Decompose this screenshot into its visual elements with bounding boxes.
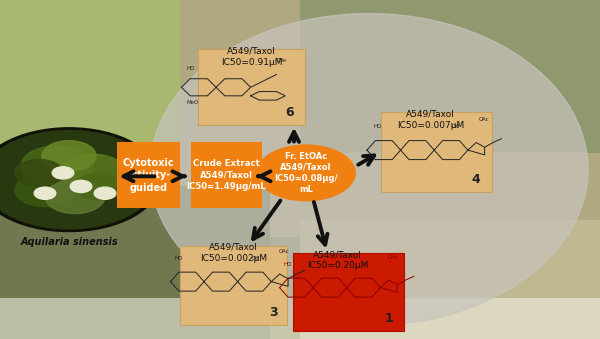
Text: A549/Taxol
IC50=0.007μM: A549/Taxol IC50=0.007μM bbox=[397, 109, 464, 129]
Text: OMe: OMe bbox=[276, 58, 287, 63]
Bar bbox=[0, 186, 270, 339]
Text: 1: 1 bbox=[384, 313, 393, 325]
Ellipse shape bbox=[150, 14, 588, 325]
Text: A549/Taxol
IC50=0.91μM: A549/Taxol IC50=0.91μM bbox=[221, 47, 282, 67]
Text: OAc: OAc bbox=[388, 255, 399, 260]
Bar bbox=[300, 0, 600, 153]
Circle shape bbox=[15, 159, 63, 186]
Bar bbox=[180, 0, 600, 237]
FancyBboxPatch shape bbox=[180, 246, 287, 325]
Circle shape bbox=[70, 180, 92, 193]
Circle shape bbox=[45, 180, 105, 214]
Circle shape bbox=[52, 167, 74, 179]
Text: A549/Taxol
IC50=0.20μM: A549/Taxol IC50=0.20μM bbox=[307, 250, 368, 270]
Text: Aquilaria sinensis: Aquilaria sinensis bbox=[20, 237, 118, 247]
Text: 6: 6 bbox=[286, 106, 294, 119]
Text: 3: 3 bbox=[269, 306, 278, 319]
Circle shape bbox=[0, 131, 156, 229]
FancyBboxPatch shape bbox=[191, 142, 262, 208]
FancyBboxPatch shape bbox=[198, 49, 305, 125]
Bar bbox=[0, 298, 600, 339]
Circle shape bbox=[0, 128, 161, 232]
Text: Fr. EtOAc
A549/Taxol
IC50=0.08μg/
mL: Fr. EtOAc A549/Taxol IC50=0.08μg/ mL bbox=[274, 152, 338, 194]
Text: HO: HO bbox=[174, 256, 182, 261]
Text: OH: OH bbox=[252, 256, 260, 261]
Circle shape bbox=[94, 187, 116, 199]
Circle shape bbox=[21, 146, 93, 186]
Circle shape bbox=[42, 141, 96, 171]
Text: OH: OH bbox=[452, 124, 460, 129]
Text: 4: 4 bbox=[471, 173, 480, 186]
Text: OH: OH bbox=[361, 262, 370, 266]
Text: Crude Extract
A549/Taxol
IC50=1.49μg/mL: Crude Extract A549/Taxol IC50=1.49μg/mL bbox=[187, 159, 266, 192]
FancyBboxPatch shape bbox=[117, 142, 180, 208]
Circle shape bbox=[75, 173, 123, 200]
Circle shape bbox=[34, 187, 56, 199]
FancyBboxPatch shape bbox=[381, 112, 492, 192]
Text: OAc: OAc bbox=[479, 117, 490, 122]
Text: HO: HO bbox=[186, 66, 194, 71]
Text: MeO: MeO bbox=[186, 100, 199, 105]
Text: HO: HO bbox=[283, 262, 292, 266]
Circle shape bbox=[15, 173, 75, 207]
Bar bbox=[0, 0, 300, 170]
Text: HO: HO bbox=[374, 124, 382, 129]
Text: OAc: OAc bbox=[279, 249, 290, 254]
Text: A549/Taxol
IC50=0.002μM: A549/Taxol IC50=0.002μM bbox=[200, 243, 267, 263]
Text: Cytotoxic
activity-
guided: Cytotoxic activity- guided bbox=[122, 158, 175, 193]
FancyBboxPatch shape bbox=[293, 253, 404, 331]
Bar bbox=[300, 220, 600, 339]
Circle shape bbox=[60, 154, 126, 192]
Circle shape bbox=[257, 145, 355, 201]
